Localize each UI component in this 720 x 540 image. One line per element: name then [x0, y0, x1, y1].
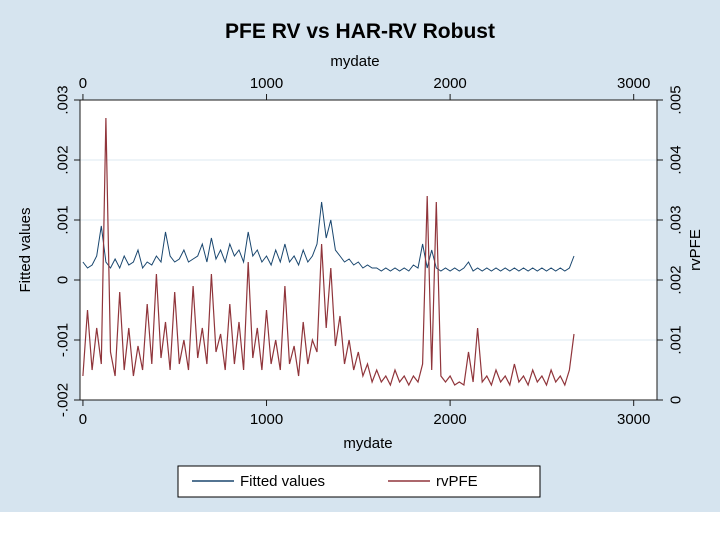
legend-box — [178, 466, 540, 497]
x-top-tick-label: 3000 — [617, 75, 650, 92]
x-top-tick-label: 1000 — [250, 75, 283, 92]
grid-layer — [80, 159, 657, 341]
y-right-tick-label: .005 — [667, 85, 684, 114]
y-axis-right-title: rvPFE — [687, 229, 704, 271]
legend-label-rvpfe: rvPFE — [436, 473, 478, 490]
y-left-tick-label: .002 — [54, 145, 71, 174]
legend: Fitted values rvPFE — [177, 465, 541, 498]
y-left-tick-label: .001 — [54, 205, 71, 234]
y-axis-left-title: Fitted values — [17, 207, 34, 292]
y-right-tick-label: .001 — [667, 325, 684, 354]
chart-title: PFE RV vs HAR-RV Robust — [225, 20, 495, 43]
y-right-tick-label: 0 — [667, 396, 684, 404]
series-layer — [82, 117, 575, 387]
x-bottom-tick-label: 1000 — [250, 411, 283, 428]
series-line-fitted-values — [82, 201, 575, 272]
x-bottom-tick-label: 2000 — [433, 411, 466, 428]
x-axis-bottom-title: mydate — [343, 435, 392, 452]
axis-frame — [79, 99, 658, 401]
y-left-tick-label: -.002 — [54, 383, 71, 417]
legend-border — [177, 465, 541, 498]
x-top-tick-label: 0 — [79, 75, 87, 92]
y-left-tick-label: .003 — [54, 85, 71, 114]
y-left-tick-label: -.001 — [54, 323, 71, 357]
plot-background — [80, 100, 657, 400]
x-top-tick-label: 2000 — [433, 75, 466, 92]
y-right-tick-label: .004 — [667, 145, 684, 174]
x-bottom-tick-label: 0 — [79, 411, 87, 428]
x-axis-top-title: mydate — [330, 53, 379, 70]
y-right-tick-label: .003 — [667, 205, 684, 234]
series-line-rvpfe — [82, 117, 575, 387]
y-left-tick-label: 0 — [54, 276, 71, 284]
x-bottom-tick-label: 3000 — [617, 411, 650, 428]
y-right-tick-label: .002 — [667, 265, 684, 294]
graph-region: 0 1000 2000 3000 0 1000 2000 3000.003.002.001 0-… — [0, 0, 720, 512]
legend-label-fitted-values: Fitted values — [240, 473, 325, 490]
